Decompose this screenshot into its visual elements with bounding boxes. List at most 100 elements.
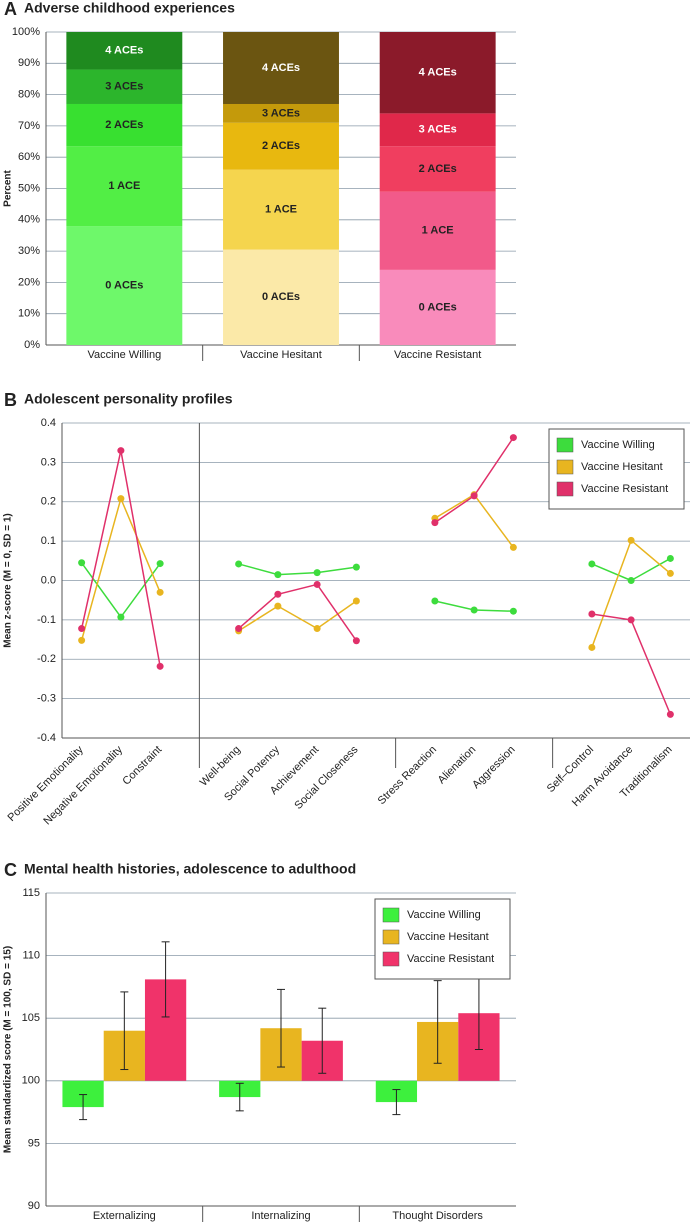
point [431, 519, 439, 527]
point [509, 434, 517, 442]
y-tick-label: 115 [22, 887, 40, 899]
segment-label: 4 ACEs [262, 62, 300, 74]
point [156, 662, 164, 670]
point [274, 590, 282, 598]
point [313, 569, 321, 577]
segment-label: 1 ACE [108, 180, 140, 192]
y-tick-label: 20% [18, 276, 40, 288]
bar-segment [223, 249, 339, 345]
y-tick-label: 0.4 [41, 417, 56, 429]
y-tick-label: -0.4 [37, 732, 56, 744]
point [117, 447, 125, 455]
y-axis-label: Mean standardized score (M = 100, SD = 1… [3, 946, 14, 1153]
x-tick-label: Thought Disorders [392, 1210, 483, 1222]
point [78, 625, 86, 633]
x-tick-label: Vaccine Willing [87, 349, 161, 361]
x-tick-label: Constraint [120, 744, 164, 788]
y-tick-label: 0.0 [41, 574, 56, 586]
point [156, 588, 164, 596]
point [470, 492, 478, 500]
point [274, 571, 282, 579]
legend-label: Vaccine Resistant [407, 953, 494, 965]
bar-segment [379, 32, 496, 114]
segment-label: 2 ACEs [262, 140, 300, 152]
bar-segment [379, 113, 496, 147]
point [470, 606, 478, 614]
y-tick-label: 100 [22, 1075, 40, 1087]
segment-label: 0 ACEs [262, 291, 300, 303]
point [627, 616, 635, 624]
chart-title: Mental health histories, adolescence to … [24, 861, 356, 877]
x-tick-label: Vaccine Resistant [394, 349, 481, 361]
x-tick-label: Externalizing [93, 1210, 156, 1222]
point [117, 613, 125, 621]
segment-label: 4 ACEs [419, 67, 457, 79]
segment-label: 0 ACEs [105, 279, 143, 291]
point [352, 597, 360, 605]
segment-label: 2 ACEs [419, 163, 457, 175]
legend-label: Vaccine Resistant [581, 483, 668, 495]
segment-label: 1 ACE [422, 225, 454, 237]
bar-segment [66, 32, 183, 70]
bar-segment [379, 191, 496, 270]
segment-label: 3 ACEs [105, 81, 143, 93]
bar-segment [223, 103, 339, 123]
legend-swatch [382, 907, 400, 923]
y-tick-label: 50% [18, 182, 40, 194]
point [274, 602, 282, 610]
bar-segment [223, 32, 339, 104]
y-tick-label: 90 [28, 1200, 40, 1212]
legend-label: Vaccine Willing [407, 909, 481, 921]
bar-segment [66, 146, 183, 227]
series-line [81, 557, 671, 619]
point [78, 636, 86, 644]
y-tick-label: 90% [18, 57, 40, 69]
y-tick-label: 70% [18, 120, 40, 132]
segment-label: 4 ACEs [105, 45, 143, 57]
x-tick-label: Vaccine Hesitant [240, 349, 322, 361]
legend-label: Vaccine Hesitant [581, 461, 663, 473]
point [627, 536, 635, 544]
segment-label: 3 ACEs [262, 107, 300, 119]
y-tick-label: 110 [22, 950, 40, 962]
y-tick-label: 95 [28, 1137, 40, 1149]
x-tick-label: Aggression [470, 744, 517, 791]
x-tick-label: Positive Emotionality [6, 743, 87, 824]
y-axis-label: Mean z-score (M = 0, SD = 1) [3, 513, 14, 648]
point [313, 625, 321, 633]
point [509, 607, 517, 615]
panel-label: B [4, 390, 17, 410]
y-tick-label: 105 [22, 1012, 40, 1024]
point [313, 580, 321, 588]
bar-segment [379, 146, 496, 192]
legend-swatch [556, 481, 574, 497]
point [588, 610, 596, 618]
legend-swatch [556, 459, 574, 475]
y-tick-label: 0% [24, 339, 40, 351]
bar-segment [223, 122, 339, 170]
point [431, 597, 439, 605]
point [666, 554, 674, 562]
bar-segment [66, 103, 183, 147]
y-tick-label: 60% [18, 151, 40, 163]
point [666, 569, 674, 577]
point [588, 643, 596, 651]
segment-label: 2 ACEs [105, 119, 143, 131]
legend-swatch [382, 929, 400, 945]
chart-title: Adverse childhood experiences [24, 0, 235, 16]
point [509, 543, 517, 551]
point [156, 560, 164, 568]
x-tick-label: Stress Reaction [376, 744, 439, 807]
panel-label: C [4, 860, 17, 880]
series-line [80, 493, 671, 648]
segment-label: 3 ACEs [419, 124, 457, 136]
legend-label: Vaccine Willing [581, 439, 655, 451]
y-tick-label: -0.1 [37, 614, 56, 626]
y-tick-label: 100% [12, 26, 40, 38]
point [235, 560, 243, 568]
segment-label: 0 ACEs [419, 301, 457, 313]
y-axis-label: Percent [3, 169, 14, 206]
y-tick-label: -0.3 [37, 693, 56, 705]
point [117, 495, 125, 503]
